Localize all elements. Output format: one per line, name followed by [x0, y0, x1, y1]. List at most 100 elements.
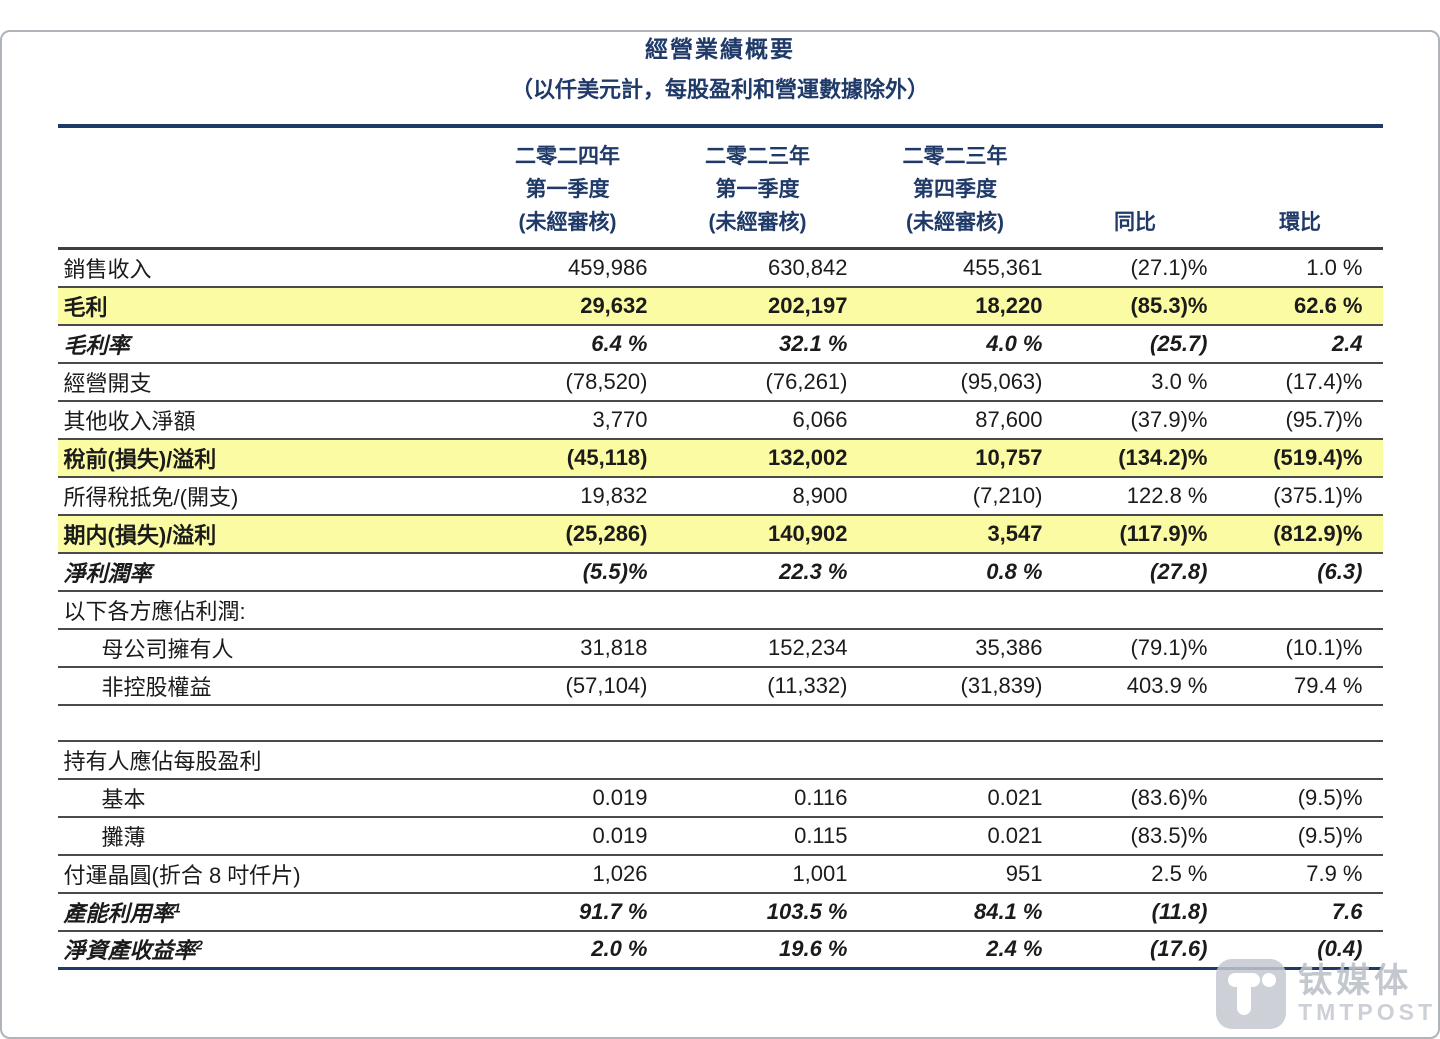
cell-value: (25,286) [477, 514, 658, 554]
cell-value: 630,842 [657, 248, 858, 288]
cell-value [857, 590, 1053, 630]
cell-value: (76,261) [657, 362, 858, 402]
cell-value: 6.4 % [477, 324, 658, 364]
row-label: 產能利用率1 [57, 892, 478, 932]
row-label: 淨資產收益率2 [57, 930, 478, 970]
cell-value: 122.8 % [1052, 476, 1218, 516]
cell-value: 35,386 [857, 628, 1053, 668]
table-row: 期内(損失)/溢利 (25,286) 140,902 3,547 (117.9)% (81… [57, 514, 1383, 554]
cell-value: 1,001 [657, 854, 858, 894]
cell-value [1217, 740, 1383, 780]
row-label: 持有人應佔每股盈利 [57, 740, 478, 780]
cell-value: (9.5)% [1217, 778, 1383, 818]
tmtpost-logo-icon [1216, 959, 1287, 1029]
cell-value: 403.9 % [1052, 666, 1218, 706]
cell-value: (45,118) [477, 438, 658, 478]
cell-value: (25.7) [1052, 324, 1218, 364]
cell-value: (375.1)% [1217, 476, 1383, 516]
column-header: 同比 [1052, 126, 1218, 250]
cell-value: 29,632 [477, 286, 658, 326]
cell-value: (812.9)% [1217, 514, 1383, 554]
cell-value: (95,063) [857, 362, 1053, 402]
cell-value: 0.115 [657, 816, 858, 856]
cell-value: (37.9)% [1052, 400, 1218, 440]
spacer-row [57, 704, 1383, 742]
row-label: 毛利率 [57, 324, 478, 364]
table-row: 非控股權益 (57,104) (11,332) (31,839) 403.9 % 79.4… [57, 666, 1383, 706]
cell-value [1052, 704, 1218, 742]
cell-value: (17.4)% [1217, 362, 1383, 402]
cell-value: (519.4)% [1217, 438, 1383, 478]
cell-value: (85.3)% [1052, 286, 1218, 326]
watermark-brand-cn: 钛媒体 [1298, 962, 1413, 1000]
cell-value: 3,547 [857, 514, 1053, 554]
cell-value [477, 704, 658, 742]
cell-value: 152,234 [657, 628, 858, 668]
cell-value: 2.5 % [1052, 854, 1218, 894]
operating-results-table: 二零二四年 第一季度 (未經審核) 二零二三年 第一季度 (未經審核) 二零二三年 第四季度(… [57, 124, 1383, 970]
cell-value: 31,818 [477, 628, 658, 668]
cell-value: 18,220 [857, 286, 1053, 326]
cell-value [657, 740, 858, 780]
cell-value: (9.5)% [1217, 816, 1383, 856]
page-subtitle: （以仟美元計，每股盈利和營運數據除外） [510, 77, 929, 102]
row-label: 以下各方應佔利潤: [57, 590, 478, 630]
cell-value: 79.4 % [1217, 666, 1383, 706]
cell-value: 19,832 [477, 476, 658, 516]
cell-value: 202,197 [657, 286, 858, 326]
cell-value: (10.1)% [1217, 628, 1383, 668]
row-label: 非控股權益 [57, 666, 478, 706]
row-label: 攤薄 [57, 816, 478, 856]
cell-value: 3.0 % [1052, 362, 1218, 402]
cell-value: (17.6) [1052, 930, 1218, 970]
cell-value [477, 740, 658, 780]
cell-value [1052, 740, 1218, 780]
cell-value: (78,520) [477, 362, 658, 402]
footnote-marker: 1 [173, 900, 181, 916]
cell-value: 455,361 [857, 248, 1053, 288]
watermark-brand-en: TMTPOST [1298, 999, 1436, 1025]
table-row: 其他收入淨額 3,770 6,066 87,600 (37.9)% (95.7)% [57, 400, 1383, 440]
financial-summary-page: 經營業績概要 （以仟美元計，每股盈利和營運數據除外） 二零二四年 第一季度 (未經審… [0, 30, 1440, 1029]
cell-value: 140,902 [657, 514, 858, 554]
cell-value: 91.7 % [477, 892, 658, 932]
row-label: 毛利 [57, 286, 478, 326]
cell-value: (79.1)% [1052, 628, 1218, 668]
table-header-row: 二零二四年 第一季度 (未經審核) 二零二三年 第一季度 (未經審核) 二零二三年 第四季度(… [57, 126, 1383, 250]
cell-value: (11,332) [657, 666, 858, 706]
table-row: 淨資產收益率2 2.0 % 19.6 % 2.4 % (17.6) (0.4) [57, 930, 1383, 970]
cell-value: (5.5)% [477, 552, 658, 592]
cell-value: 10,757 [857, 438, 1053, 478]
table-row: 毛利率 6.4 % 32.1 % 4.0 % (25.7) 2.4 [57, 324, 1383, 364]
table-row: 淨利潤率 (5.5)% 22.3 % 0.8 % (27.8) (6.3) [57, 552, 1383, 592]
row-label: 淨利潤率 [57, 552, 478, 592]
table-row: 攤薄 0.019 0.115 0.021 (83.5)% (9.5)% [57, 816, 1383, 856]
table-row: 付運晶圓(折合 8 吋仟片) 1,026 1,001 951 2.5 % 7.9 % [57, 854, 1383, 894]
cell-value: 459,986 [477, 248, 658, 288]
table-row: 持有人應佔每股盈利 [57, 740, 1383, 780]
cell-value [477, 590, 658, 630]
table-row: 母公司擁有人 31,818 152,234 35,386 (79.1)% (10.1)% [57, 628, 1383, 668]
column-header: 二零二三年 第四季度 (未經審核) [857, 126, 1053, 250]
cell-value: 0.116 [657, 778, 858, 818]
cell-value: 0.019 [477, 778, 658, 818]
cell-value: (11.8) [1052, 892, 1218, 932]
cell-value: 19.6 % [657, 930, 858, 970]
cell-value: 132,002 [657, 438, 858, 478]
cell-value: 2.4 [1217, 324, 1383, 364]
cell-value: (57,104) [477, 666, 658, 706]
cell-value: 4.0 % [857, 324, 1053, 364]
cell-value: (7,210) [857, 476, 1053, 516]
column-header: 環比 [1217, 126, 1383, 250]
cell-value: (117.9)% [1052, 514, 1218, 554]
cell-value [1052, 590, 1218, 630]
cell-value: (27.1)% [1052, 248, 1218, 288]
cell-value: 8,900 [657, 476, 858, 516]
table-row: 所得稅抵免/(開支) 19,832 8,900 (7,210) 122.8 % (375.… [57, 476, 1383, 516]
footnote-marker: 2 [195, 937, 203, 953]
cell-value: 2.4 % [857, 930, 1053, 970]
cell-value [1217, 704, 1383, 742]
cell-value: 7.9 % [1217, 854, 1383, 894]
cell-value: 0.021 [857, 816, 1053, 856]
tmtpost-watermark: 钛媒体 TMTPOST [1216, 959, 1436, 1029]
